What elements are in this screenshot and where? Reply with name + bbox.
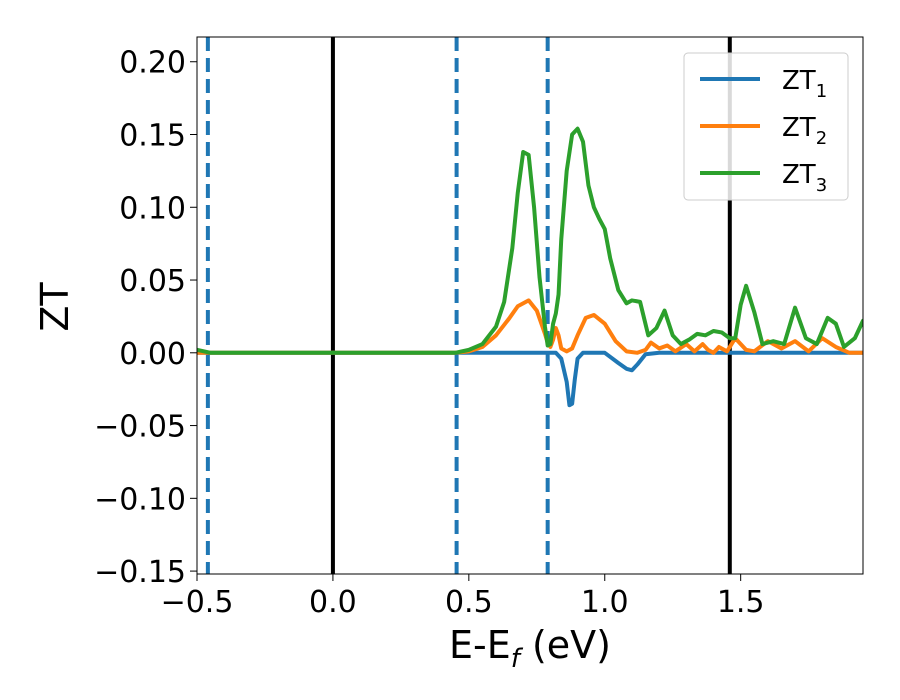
series-line-zt2 (197, 298, 863, 355)
x-tick-label: 0.0 (309, 585, 357, 620)
y-axis-label: ZT (33, 282, 77, 332)
legend-box (683, 52, 849, 201)
vertical-reference-lines (205, 37, 732, 574)
plot-frame (196, 36, 864, 575)
y-tick-label: 0.15 (119, 119, 186, 154)
series-line-zt3 (197, 126, 863, 355)
y-tick-label: −0.05 (94, 410, 186, 445)
y-axis: −0.15 −0.10 −0.05 0.00 0.05 0.10 0.15 0.20 (94, 46, 197, 590)
y-tick-label: −0.10 (94, 482, 186, 517)
y-tick-label: 0.00 (119, 337, 186, 372)
legend-label-zt2: ZT2 (782, 113, 827, 149)
x-tick-label: 1.5 (717, 585, 765, 620)
x-tick-label: 0.5 (445, 585, 493, 620)
x-tick-label: −0.5 (161, 585, 234, 620)
x-axis: −0.5 0.0 0.5 1.0 1.5 (161, 574, 765, 620)
series-line-zt1 (197, 350, 863, 408)
y-tick-label: 0.10 (119, 191, 186, 226)
series-layer (197, 126, 863, 408)
legend-label-zt1: ZT1 (782, 66, 827, 102)
y-tick-label: 0.05 (119, 264, 186, 299)
x-axis-label: E-Ef (eV) (449, 623, 611, 674)
legend: ZT1 ZT2 ZT3 (683, 52, 849, 201)
x-tick-label: 1.0 (581, 585, 629, 620)
legend-label-zt3: ZT3 (782, 160, 827, 196)
y-tick-label: −0.15 (94, 555, 186, 590)
y-tick-label: 0.20 (119, 46, 186, 81)
